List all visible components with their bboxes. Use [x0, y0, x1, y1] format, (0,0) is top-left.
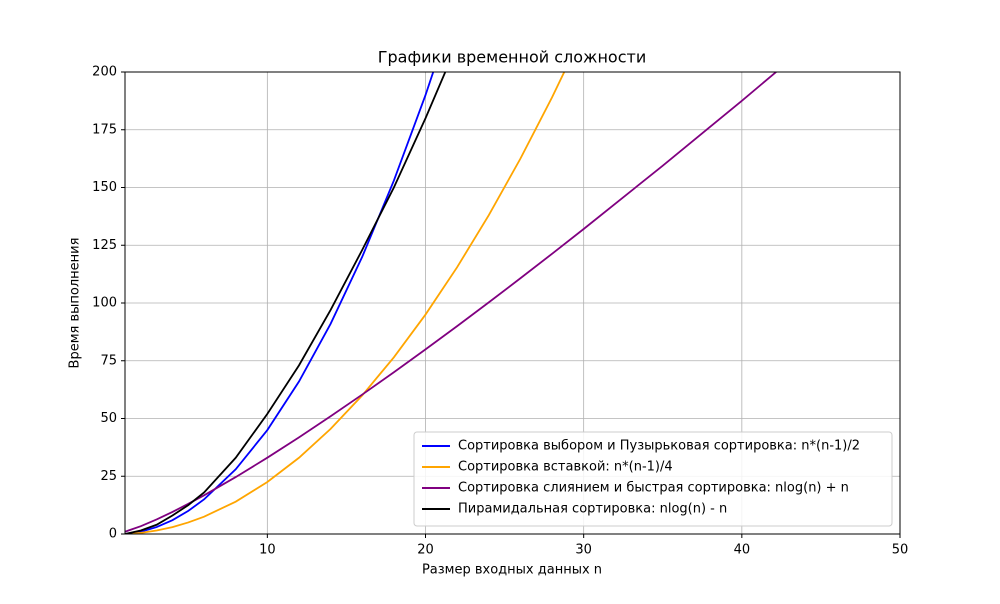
y-tick-label: 125	[92, 238, 117, 253]
y-tick-label: 150	[92, 180, 117, 195]
x-tick-label: 40	[734, 543, 751, 558]
x-tick-label: 50	[892, 543, 909, 558]
y-tick-label: 50	[100, 411, 117, 426]
series-line	[125, 72, 447, 534]
legend-box	[413, 431, 893, 527]
x-tick-label: 30	[575, 543, 592, 558]
x-axis-label: Размер входных данных n	[422, 563, 602, 578]
chart-title: Графики временной сложности	[378, 48, 646, 67]
y-tick-label: 100	[92, 296, 117, 311]
x-tick-label: 10	[259, 543, 276, 558]
y-tick-label: 75	[100, 353, 117, 368]
y-tick-label: 25	[100, 469, 117, 484]
y-tick-label: 175	[92, 122, 117, 137]
legend-label: Сортировка выбором и Пузырьковая сортиро…	[458, 439, 860, 454]
legend: Сортировка выбором и Пузырьковая сортиро…	[413, 431, 893, 527]
y-tick-label: 0	[109, 527, 117, 542]
y-tick-label: 200	[92, 65, 117, 80]
ticks: 10 20 30 40 50 0 25 50 75 100 125 150 175 200	[92, 65, 908, 558]
x-tick-label: 20	[417, 543, 434, 558]
series-line	[125, 72, 566, 534]
legend-label: Пирамидальная сортировка: nlog(n) - n	[458, 502, 727, 517]
y-axis-label: Время выполнения	[68, 238, 83, 369]
series-line	[125, 72, 778, 533]
legend-label: Сортировка слиянием и быстрая сортировка…	[458, 481, 849, 496]
lines	[125, 72, 778, 534]
legend-label: Сортировка вставкой: n*(n-1)/4	[458, 460, 673, 475]
